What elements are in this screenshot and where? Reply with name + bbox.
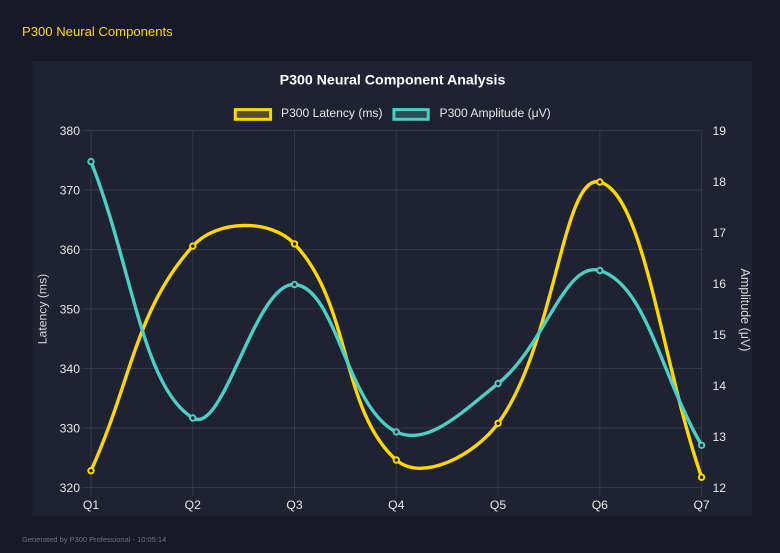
- svg-text:P300 Amplitude (μV): P300 Amplitude (μV): [440, 106, 551, 120]
- svg-text:Q1: Q1: [83, 498, 99, 512]
- svg-text:340: 340: [60, 362, 81, 376]
- svg-text:16: 16: [713, 277, 727, 291]
- svg-text:Q4: Q4: [388, 498, 404, 512]
- svg-text:18: 18: [713, 175, 727, 189]
- svg-text:320: 320: [60, 481, 81, 495]
- svg-text:13: 13: [713, 430, 727, 444]
- svg-text:Latency (ms): Latency (ms): [36, 274, 50, 344]
- svg-text:Q6: Q6: [592, 498, 608, 512]
- svg-text:P300 Neural Components: P300 Neural Components: [22, 24, 173, 39]
- svg-text:Generated by P300 Professional: Generated by P300 Professional - 10:05:1…: [22, 535, 166, 544]
- svg-text:Q5: Q5: [490, 498, 506, 512]
- svg-text:330: 330: [60, 421, 81, 435]
- svg-text:Q3: Q3: [286, 498, 302, 512]
- svg-text:350: 350: [60, 302, 81, 316]
- svg-text:P300 Neural Component Analysis: P300 Neural Component Analysis: [280, 73, 506, 89]
- svg-text:360: 360: [60, 243, 81, 257]
- svg-text:12: 12: [713, 481, 727, 495]
- svg-text:P300 Latency (ms): P300 Latency (ms): [281, 106, 383, 120]
- svg-text:Q7: Q7: [693, 498, 709, 512]
- svg-text:370: 370: [60, 183, 81, 197]
- svg-text:15: 15: [713, 328, 727, 342]
- svg-text:14: 14: [713, 379, 727, 393]
- svg-text:17: 17: [713, 226, 727, 240]
- svg-text:Q2: Q2: [185, 498, 201, 512]
- svg-text:Amplitude (μV): Amplitude (μV): [738, 269, 752, 352]
- svg-text:19: 19: [713, 124, 727, 138]
- svg-text:380: 380: [60, 124, 81, 138]
